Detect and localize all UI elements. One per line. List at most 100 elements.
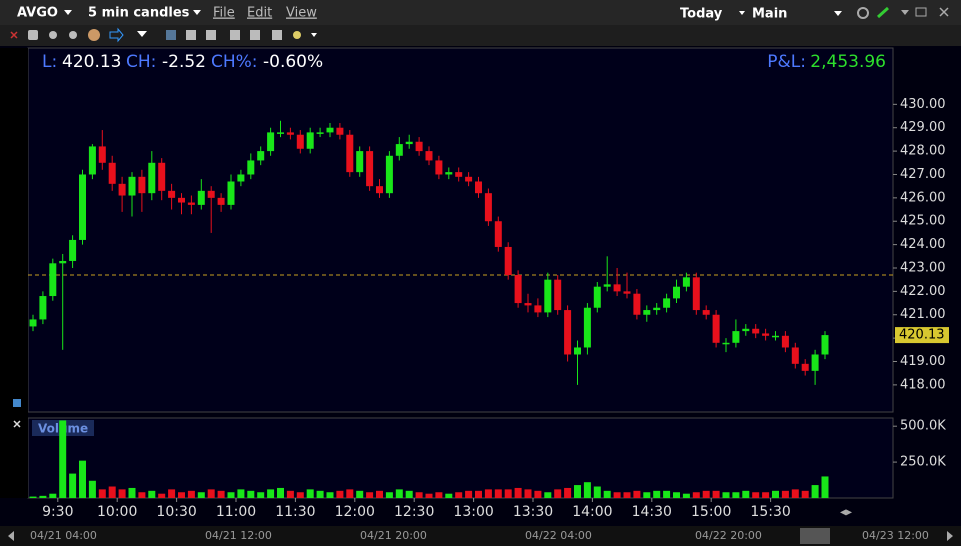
candle-body [524, 303, 532, 306]
candle-body [564, 310, 572, 355]
volume-bar [207, 489, 215, 498]
tool[interactable] [293, 31, 301, 39]
volume-bar [395, 489, 403, 498]
candle-body [257, 151, 265, 161]
candle-body [207, 190, 215, 198]
y-tick-label: 421.00 [900, 307, 946, 322]
tool[interactable] [49, 31, 57, 39]
tool[interactable] [69, 31, 77, 39]
tool[interactable] [137, 31, 147, 37]
tool[interactable] [28, 30, 38, 40]
candle-body [504, 246, 512, 276]
candle-body [326, 127, 334, 133]
tool-close[interactable] [10, 31, 18, 39]
dropdown-arrow[interactable] [64, 10, 72, 15]
volume-bar [415, 492, 423, 498]
candle-body [722, 342, 730, 345]
link-icon[interactable] [876, 6, 890, 19]
tool[interactable] [186, 30, 196, 40]
candle-body [801, 363, 809, 371]
x-tick-label: 15:00 [691, 504, 731, 520]
candle-body [811, 354, 819, 371]
volume-bar [564, 487, 572, 498]
timeline-label: 04/21 12:00 [205, 529, 272, 542]
candle-body [217, 197, 225, 205]
candle-body [69, 239, 77, 261]
candle-body [187, 202, 195, 205]
tool[interactable] [272, 30, 282, 40]
dropdown-arrow[interactable] [193, 10, 201, 15]
volume-bar [138, 492, 146, 498]
candle-body [148, 162, 156, 194]
menu-view[interactable]: View [286, 6, 317, 21]
volume-bar [475, 490, 482, 498]
tool[interactable] [206, 30, 216, 40]
candle-body [356, 151, 364, 173]
candle-body [781, 335, 789, 348]
tool[interactable] [166, 30, 176, 40]
pnl-label: P&L: [767, 52, 806, 72]
candle-body [712, 314, 720, 343]
candle-body [475, 181, 482, 194]
tool[interactable] [311, 33, 317, 37]
volume-bar [455, 492, 463, 498]
maximize-icon[interactable] [915, 7, 927, 17]
tool[interactable] [250, 30, 260, 40]
x-tick-label: 12:30 [394, 504, 434, 520]
last-price-label: 420.13 [899, 328, 945, 343]
close-icon[interactable] [939, 7, 949, 17]
dropdown-arrow[interactable] [901, 10, 909, 15]
candle-body [405, 141, 413, 145]
tool[interactable] [109, 27, 124, 43]
interval[interactable]: 5 min candles [88, 6, 190, 21]
volume-bar [445, 493, 453, 498]
volume-bar [554, 489, 562, 498]
volume-bar [465, 490, 473, 498]
volume-bar [217, 490, 225, 498]
price-panel [27, 47, 894, 413]
x-tick-label: 10:00 [97, 504, 137, 520]
candle-body [128, 176, 136, 196]
candle-body [49, 263, 57, 297]
period[interactable]: Today [680, 7, 723, 22]
dropdown-arrow[interactable] [739, 11, 745, 15]
candle-body [752, 328, 760, 334]
volume-bar [574, 485, 581, 498]
volume-bar [405, 490, 413, 498]
volume-bar [583, 482, 591, 498]
panel-close[interactable] [13, 420, 21, 428]
volume-bar [752, 492, 760, 498]
candle-body [583, 307, 591, 348]
volume-bar [524, 489, 532, 498]
volume-bar [118, 489, 126, 498]
symbol[interactable]: AVGO [17, 6, 58, 21]
tool-bar [0, 25, 961, 46]
volume-bar [781, 490, 789, 498]
layout[interactable]: Main [752, 7, 787, 22]
volume-bar [811, 485, 819, 498]
candle-body [88, 146, 96, 175]
tool[interactable] [230, 30, 240, 40]
x-tick-label: 13:00 [453, 504, 493, 520]
menu-edit[interactable]: Edit [247, 6, 272, 21]
y-tick-label: 426.00 [900, 190, 946, 205]
volume-bar [494, 489, 502, 498]
volume-bar [267, 489, 275, 498]
drawing-tools [28, 27, 317, 43]
panel-toggle[interactable] [13, 399, 21, 407]
candle-body [742, 328, 750, 332]
scroll-thumb[interactable] [800, 528, 830, 544]
volume-bar [336, 490, 344, 498]
last-value: 420.13 [62, 52, 121, 72]
tool[interactable] [88, 29, 100, 41]
dropdown-arrow[interactable] [834, 11, 842, 16]
candle-body [762, 333, 770, 336]
candle-body [603, 284, 611, 287]
timeline-scrollbar[interactable] [0, 526, 961, 546]
settings-icon[interactable] [857, 7, 869, 19]
volume-bar [257, 492, 265, 498]
last-label: L: [42, 52, 57, 72]
change-label: CH: [126, 52, 156, 72]
x-tick-label: 11:00 [216, 504, 256, 520]
menu-file[interactable]: File [213, 6, 235, 21]
